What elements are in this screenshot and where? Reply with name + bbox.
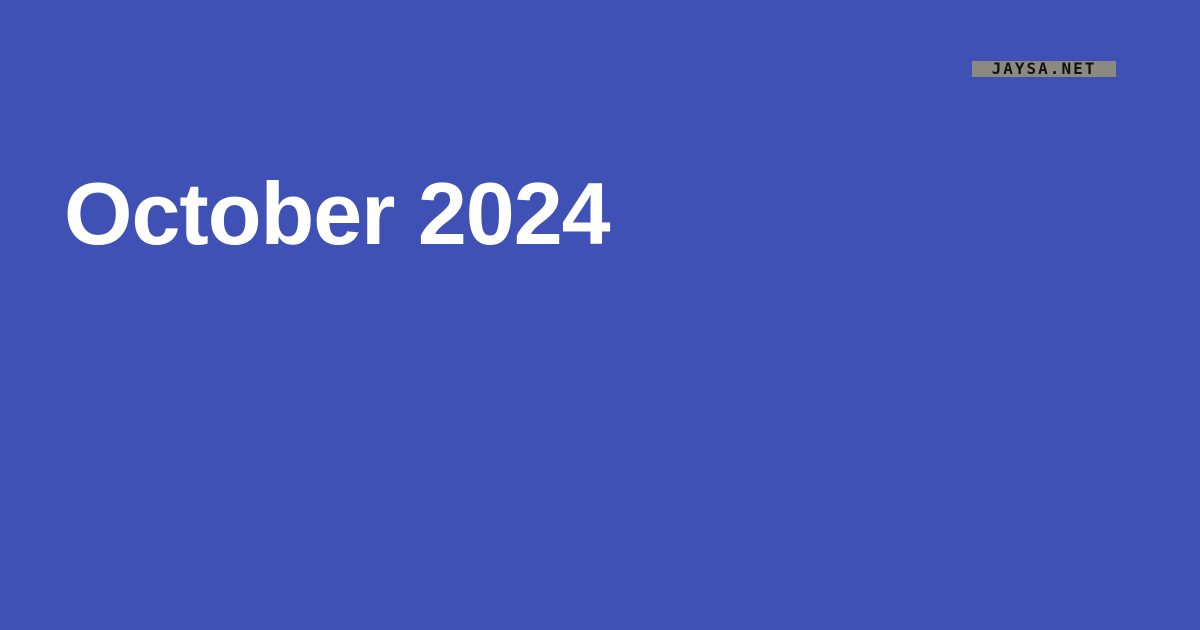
site-logo-background (972, 61, 1116, 77)
site-logo-text: JAYSA.NET (992, 61, 1097, 77)
page-title: October 2024 (64, 164, 611, 263)
site-logo: JAYSA.NET (972, 61, 1116, 77)
